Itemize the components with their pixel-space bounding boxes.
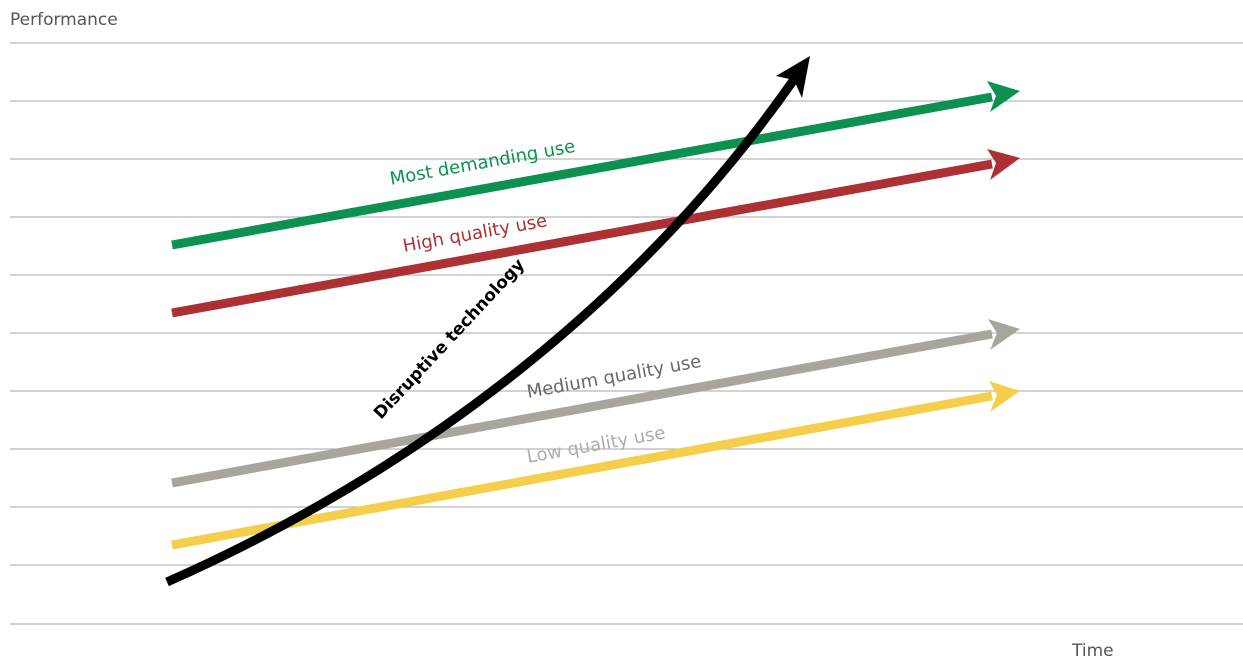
- low-quality-use-arrow: [171, 381, 1020, 550]
- disruptive-technology-curve: [165, 75, 799, 587]
- y-axis-label: Performance: [10, 10, 118, 30]
- high-quality-use-arrow: [171, 149, 1020, 318]
- medium-quality-use-line: [171, 329, 993, 488]
- high-quality-use-line: [171, 159, 993, 318]
- low-quality-use-arrowhead: [989, 381, 1020, 412]
- most-demanding-use-arrow: [171, 81, 1020, 250]
- most-demanding-use-label: Most demanding use: [388, 136, 577, 190]
- low-quality-use-line: [171, 391, 993, 550]
- most-demanding-use-arrowhead: [987, 81, 1020, 112]
- medium-quality-use-arrow: [171, 319, 1020, 488]
- disruptive-technology-label: Disruptive technology: [370, 255, 529, 423]
- most-demanding-use-line: [171, 92, 993, 250]
- disruptive-technology-arrowhead: [776, 56, 810, 98]
- x-axis-label: Time: [1071, 641, 1114, 658]
- high-quality-use-arrowhead: [987, 149, 1020, 180]
- disruptive-technology-arrow: [165, 56, 810, 587]
- medium-quality-use-arrowhead: [988, 319, 1020, 350]
